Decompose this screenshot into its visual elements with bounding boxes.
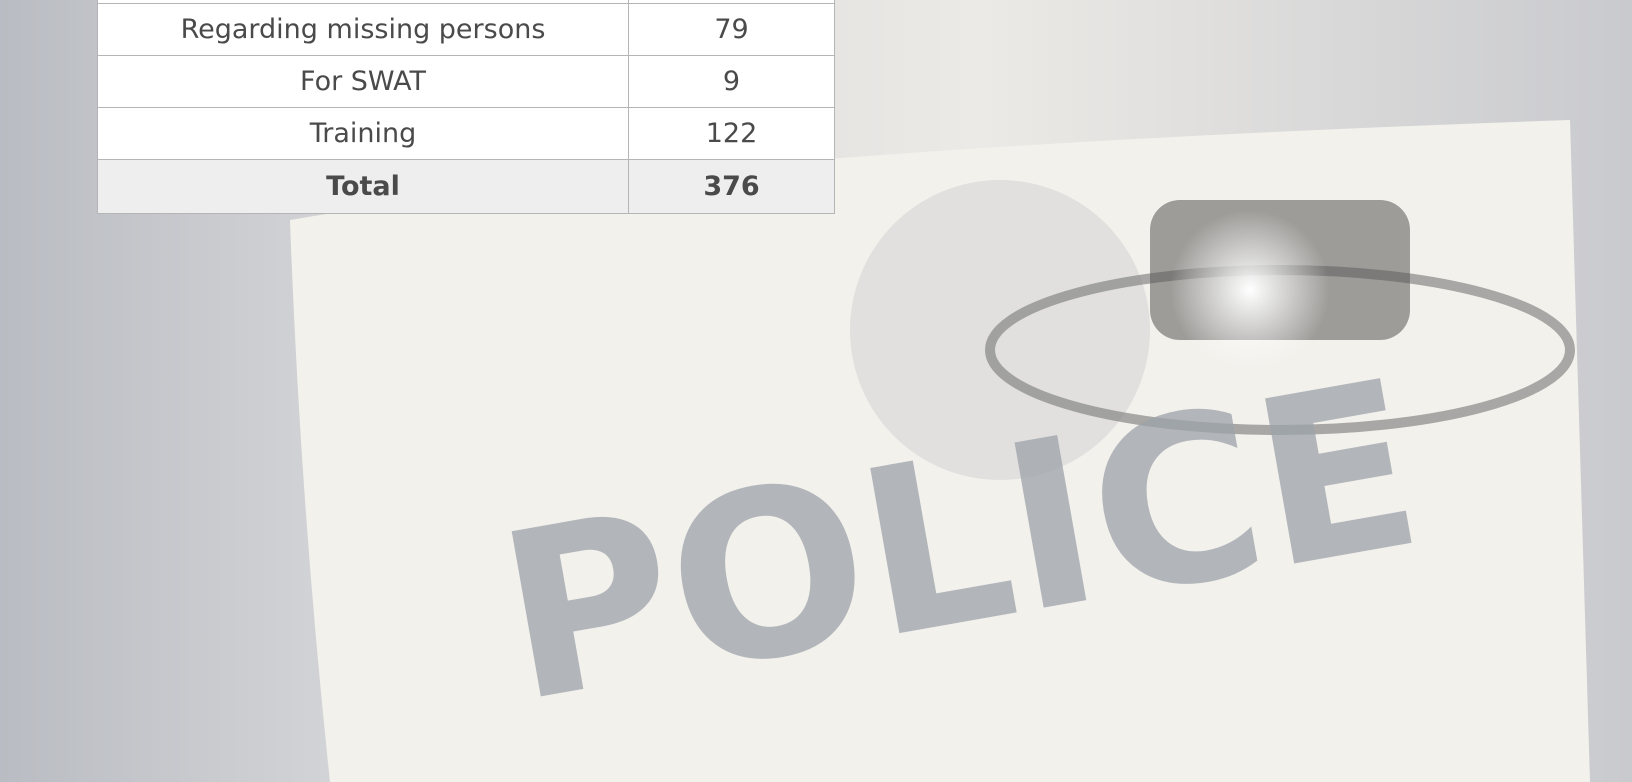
cell: 122 xyxy=(628,107,835,160)
table-row: Training 122 xyxy=(97,107,835,160)
cell: Training xyxy=(97,107,629,160)
table-row: For SWAT 9 xyxy=(97,55,835,108)
cell: 79 xyxy=(628,3,835,56)
cell: 9 xyxy=(628,55,835,108)
table-row: Regarding missing persons 79 xyxy=(97,3,835,56)
total-row: Total 376 xyxy=(97,159,835,214)
cell: For SWAT xyxy=(97,55,629,108)
cell: Total xyxy=(97,159,629,214)
drone-light xyxy=(1170,210,1330,370)
data-table: Regarding missing persons 79 For SWAT 9 Trai… xyxy=(97,0,835,214)
cell: 376 xyxy=(628,159,835,214)
cell: Regarding missing persons xyxy=(97,3,629,56)
